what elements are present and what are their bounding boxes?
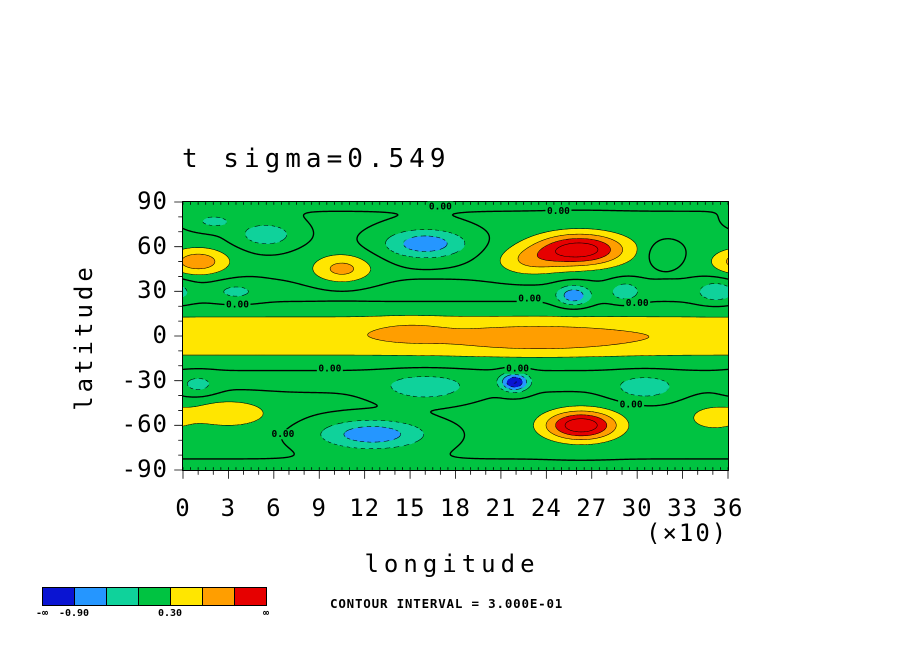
x-tick-label: 12 [349, 494, 381, 522]
x-tick-label: 21 [485, 494, 517, 522]
contour-interval-note: CONTOUR INTERVAL = 3.000E-01 [330, 596, 564, 611]
colorbar: -∞ -0.90 0.30 ∞ [36, 587, 270, 623]
y-tick-label: 0 [152, 321, 168, 349]
colorbar-box [202, 587, 235, 606]
y-axis-title: latitude [70, 263, 98, 411]
y-tick-label: 60 [137, 231, 168, 260]
colorbar-box [170, 587, 203, 606]
colorbar-box [42, 587, 75, 606]
y-tick-label: 90 [137, 187, 168, 215]
y-tick-label: -60 [121, 410, 168, 439]
colorbar-box [106, 587, 139, 606]
colorbar-box [138, 587, 171, 606]
x-axis-tick-labels: 0 3 6 9 12 15 18 21 24 27 30 33 36 [0, 494, 904, 524]
y-tick-label: 30 [137, 276, 168, 305]
x-axis-title: longitude [364, 550, 540, 578]
x-tick-label: 36 [712, 494, 744, 522]
x-tick-label: 27 [576, 494, 608, 522]
y-tick-label: -90 [121, 455, 168, 483]
x-tick-label: 9 [311, 494, 327, 522]
x-tick-label: 3 [220, 494, 237, 522]
x-tick-label: 33 [667, 494, 699, 522]
x-tick-label: 18 [440, 494, 471, 522]
x-tick-label: 6 [266, 494, 282, 522]
plot-title: t sigma=0.549 [182, 144, 451, 174]
x-axis-unit: (×10) [646, 519, 729, 547]
colorbar-tick-label: ∞ [262, 608, 270, 619]
x-tick-label: 15 [394, 494, 426, 522]
colorbar-tick-label: -∞ [35, 608, 49, 619]
contour-plot-canvas [160, 190, 760, 492]
x-tick-label: 24 [530, 494, 562, 522]
colorbar-tick-label: 0.30 [157, 608, 183, 619]
colorbar-box [234, 587, 267, 606]
x-tick-label: 30 [621, 494, 653, 522]
y-axis-tick-labels: 90 60 30 0 -30 -60 -90 [98, 0, 168, 520]
colorbar-tick-label: -0.90 [58, 608, 90, 619]
colorbar-box [74, 587, 107, 606]
y-tick-label: -30 [121, 365, 168, 394]
x-tick-label: 0 [175, 494, 191, 522]
